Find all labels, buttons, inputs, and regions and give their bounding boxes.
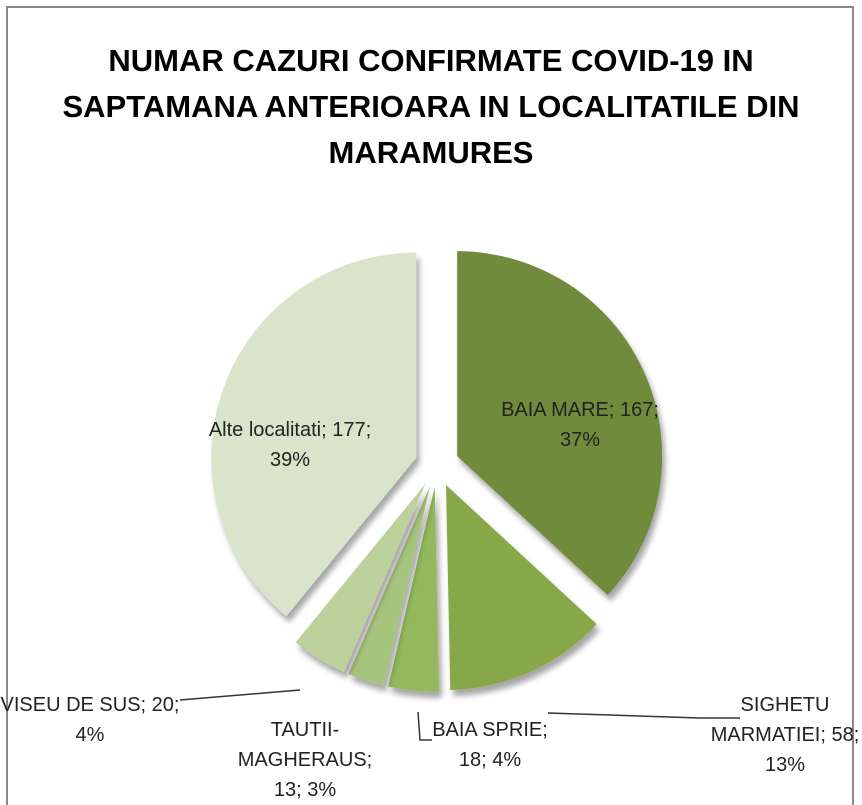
chart-frame (6, 6, 854, 805)
pie-slice (457, 251, 663, 596)
pie-slice (295, 483, 426, 672)
data-label: TAUTII-MAGHERAUS; 13; 3% (237, 719, 373, 801)
pie-slice (388, 486, 439, 692)
pie-slice (446, 485, 597, 691)
leader-line (417, 711, 432, 741)
data-label: VISEU DE SUS; 20; 4% (0, 694, 180, 746)
data-label: BAIA SPRIE; 18; 4% (432, 719, 548, 771)
chart-title: NUMAR CAZURI CONFIRMATE COVID-19 IN SAPT… (62, 43, 800, 170)
pie-slice (348, 485, 431, 686)
leader-line (179, 689, 301, 701)
pie-slice (211, 252, 417, 617)
data-label: Alte localitati; 177; 39% (208, 419, 372, 471)
data-label: SIGHETU MARMATIEI; 58; 13% (710, 694, 860, 776)
leader-line (547, 712, 740, 719)
data-label: BAIA MARE; 167; 37% (501, 399, 659, 451)
